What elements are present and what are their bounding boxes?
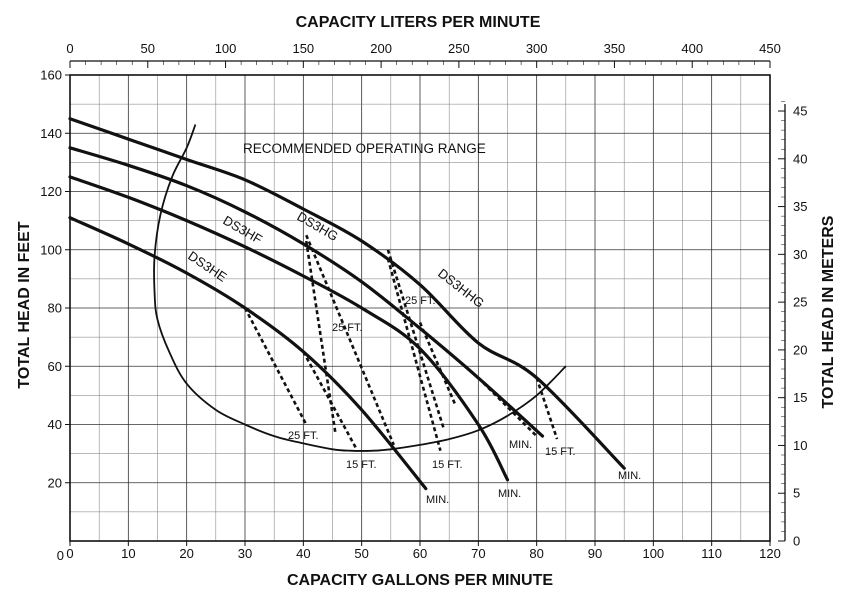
right-tick-label: 25 bbox=[793, 295, 807, 310]
x-tick-label: 120 bbox=[759, 546, 781, 561]
annotation-min-ds3hf: MIN. bbox=[498, 488, 521, 500]
right-tick-label: 0 bbox=[793, 534, 800, 549]
annotation-25ft-c: 25 FT. bbox=[288, 430, 319, 442]
annotation-min-ds3hg: MIN. bbox=[509, 439, 532, 451]
y-tick-label-left: 120 bbox=[40, 184, 62, 199]
operating-range-label: RECOMMENDED OPERATING RANGE bbox=[243, 141, 486, 156]
x-axis-title: CAPACITY GALLONS PER MINUTE bbox=[287, 572, 553, 589]
right-tick-label: 40 bbox=[793, 151, 807, 166]
annotation-min-ds3he: MIN. bbox=[426, 494, 449, 506]
x-tick-label: 110 bbox=[701, 546, 722, 561]
right-tick-label: 35 bbox=[793, 199, 807, 214]
right-tick-label: 10 bbox=[793, 438, 807, 453]
y-tick-label-left: 140 bbox=[40, 126, 62, 141]
x-tick-label: 80 bbox=[529, 546, 543, 561]
x-tick-label: 90 bbox=[588, 546, 602, 561]
y-tick-label-left: 160 bbox=[40, 68, 62, 83]
series-line-ds3hg bbox=[68, 146, 545, 438]
axis-ticks: 0 10 20 30 40 50 60 70 80 90 100 110 120020406080100… bbox=[40, 41, 807, 563]
dashed-line bbox=[386, 258, 442, 452]
dashed-line bbox=[535, 377, 559, 440]
x-tick-label: 50 bbox=[354, 546, 368, 561]
y-tick-label-left: 60 bbox=[48, 359, 62, 374]
top-axis-title: CAPACITY LITERS PER MINUTE bbox=[296, 14, 541, 31]
envelope-line bbox=[153, 124, 567, 452]
right-tick-label: 20 bbox=[793, 342, 807, 357]
x-tick-label: 60 bbox=[413, 546, 427, 561]
x-tick-label: 70 bbox=[471, 546, 485, 561]
operating-range-envelope bbox=[153, 124, 567, 452]
dashed-lines bbox=[243, 234, 559, 452]
top-tick-label: 200 bbox=[370, 41, 392, 56]
top-tick-label: 300 bbox=[526, 41, 548, 56]
top-tick-label: 250 bbox=[448, 41, 470, 56]
series-line-ds3he bbox=[68, 216, 428, 491]
y-tick-label-left: 80 bbox=[48, 301, 62, 316]
annotation-min-ds3hhg: MIN. bbox=[618, 470, 641, 482]
x-tick-label: 100 bbox=[642, 546, 664, 561]
top-tick-label: 100 bbox=[215, 41, 237, 56]
dashed-line bbox=[243, 307, 308, 426]
pump-curves bbox=[68, 117, 626, 491]
dashed-line bbox=[418, 322, 457, 405]
x-tick-label: 40 bbox=[296, 546, 310, 561]
y-tick-label-left: 0 bbox=[57, 548, 64, 563]
right-tick-label: 30 bbox=[793, 247, 807, 262]
x-tick-label: 20 bbox=[179, 546, 193, 561]
y-tick-label-left: 20 bbox=[48, 475, 62, 490]
top-tick-label: 0 bbox=[66, 41, 73, 56]
annotation-15ft-c: 15 FT. bbox=[545, 446, 576, 458]
series-line-ds3hhg bbox=[68, 117, 626, 470]
dashed-line bbox=[305, 234, 395, 446]
right-axis-title: TOTAL HEAD IN METERS bbox=[820, 215, 837, 408]
x-tick-label: 0 bbox=[66, 546, 73, 561]
top-tick-label: 350 bbox=[604, 41, 626, 56]
top-tick-label: 400 bbox=[681, 41, 703, 56]
top-tick-label: 50 bbox=[141, 41, 155, 56]
annotation-15ft-a: 15 FT. bbox=[346, 459, 377, 471]
dashed-line bbox=[386, 249, 445, 428]
right-tick-label: 15 bbox=[793, 390, 807, 405]
y-tick-label-left: 100 bbox=[40, 242, 62, 257]
annotation-25ft-b: 25 FT. bbox=[332, 322, 363, 334]
dashed-line bbox=[302, 351, 357, 449]
top-tick-label: 450 bbox=[759, 41, 781, 56]
x-tick-label: 30 bbox=[238, 546, 252, 561]
series-line-ds3hf bbox=[68, 175, 510, 482]
y-tick-label-left: 40 bbox=[48, 417, 62, 432]
left-axis-title: TOTAL HEAD IN FEET bbox=[16, 221, 33, 388]
annotation-15ft-b: 15 FT. bbox=[432, 459, 463, 471]
right-tick-label: 5 bbox=[793, 486, 800, 501]
annotation-25ft-a: 25 FT. bbox=[405, 295, 436, 307]
dashed-line bbox=[304, 240, 337, 434]
top-tick-label: 150 bbox=[292, 41, 314, 56]
x-tick-label: 10 bbox=[121, 546, 135, 561]
right-tick-label: 45 bbox=[793, 104, 807, 119]
